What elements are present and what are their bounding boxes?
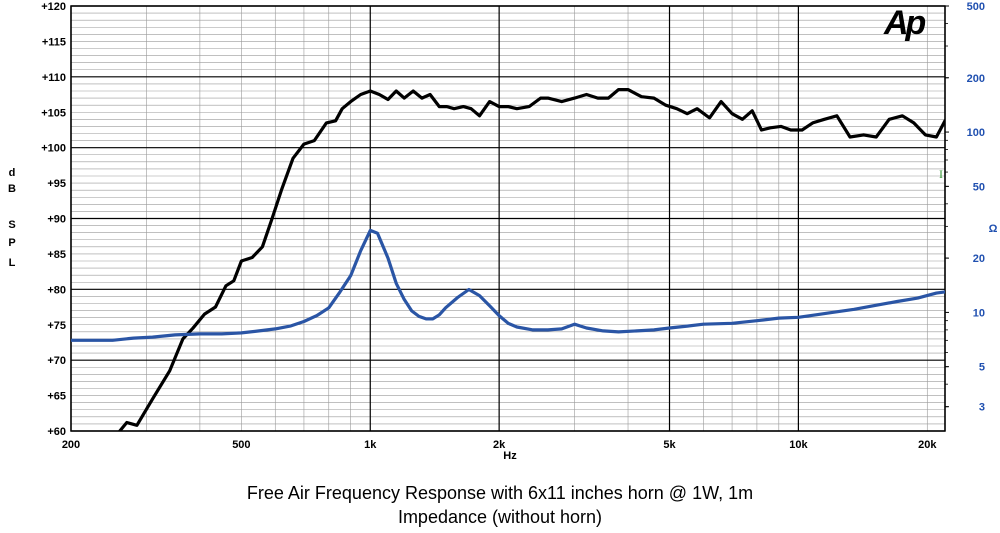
x-tick-label: 5k (663, 439, 676, 451)
y-tick-label: +90 (47, 214, 66, 226)
x-axis: 200 500 1k 2k 5k 10k 20k (62, 439, 938, 451)
impedance-curve (71, 228, 945, 342)
spl-curve (118, 88, 945, 431)
y-label-letter: d (9, 167, 16, 179)
y-label-letter: S (8, 219, 15, 231)
y2-tick-label: 50 (973, 181, 985, 193)
marker-label: I (939, 167, 943, 181)
left-y-axis: +60 +65 +70 +75 +80 +85 +90 +95 +100 +105 +110 +115… (41, 1, 66, 438)
y-tick-label: +110 (42, 72, 66, 84)
x-tick-label: 1k (364, 439, 377, 451)
y2-tick-label: 500 (967, 1, 985, 13)
x-tick-label: 10k (789, 439, 808, 451)
y-tick-label: +105 (41, 107, 66, 119)
y-tick-label: +70 (47, 355, 66, 367)
y-tick-label: +100 (41, 143, 66, 155)
y-label-letter: L (9, 257, 16, 269)
x-tick-label: 500 (232, 439, 250, 451)
y-tick-label: +65 (47, 391, 66, 403)
plot-lines (71, 88, 945, 431)
y2-tick-label: 100 (967, 127, 985, 139)
y2-axis-label: Ω (989, 223, 998, 235)
x-tick-label: 20k (918, 439, 937, 451)
y2-tick-label: 3 (979, 402, 985, 414)
y-axis-label: dB SPL (8, 167, 16, 269)
right-y-axis: 3 5 10 20 50 100 200 500 (945, 1, 985, 414)
x-tick-label: 200 (62, 439, 80, 451)
plot-frame (70, 5, 946, 432)
y-tick-label: +115 (42, 36, 66, 48)
major-grid (70, 5, 946, 432)
ap-logo: Ap (883, 4, 926, 42)
x-axis-label: Hz (503, 450, 517, 462)
y-tick-label: +75 (47, 320, 66, 332)
y2-tick-label: 20 (973, 253, 985, 265)
x-tick-label: 2k (493, 439, 506, 451)
y2-tick-label: 5 (979, 362, 985, 374)
y-tick-label: +85 (47, 249, 66, 261)
y-tick-label: +120 (41, 1, 66, 13)
y-tick-label: +60 (47, 426, 66, 438)
frequency-response-chart: +60 +65 +70 +75 +80 +85 +90 +95 +100 +105 +110 +115… (8, 1, 998, 462)
y2-tick-label: 200 (967, 73, 985, 85)
chart-caption-line-1: Free Air Frequency Response with 6x11 in… (246, 483, 754, 503)
y-tick-label: +95 (47, 178, 66, 190)
y-tick-label: +80 (47, 284, 66, 296)
y2-tick-label: 10 (973, 307, 985, 319)
chart-caption-line-2: Impedance (without horn) (397, 507, 603, 527)
y-label-letter: P (8, 237, 15, 249)
y-label-letter: B (8, 183, 16, 195)
